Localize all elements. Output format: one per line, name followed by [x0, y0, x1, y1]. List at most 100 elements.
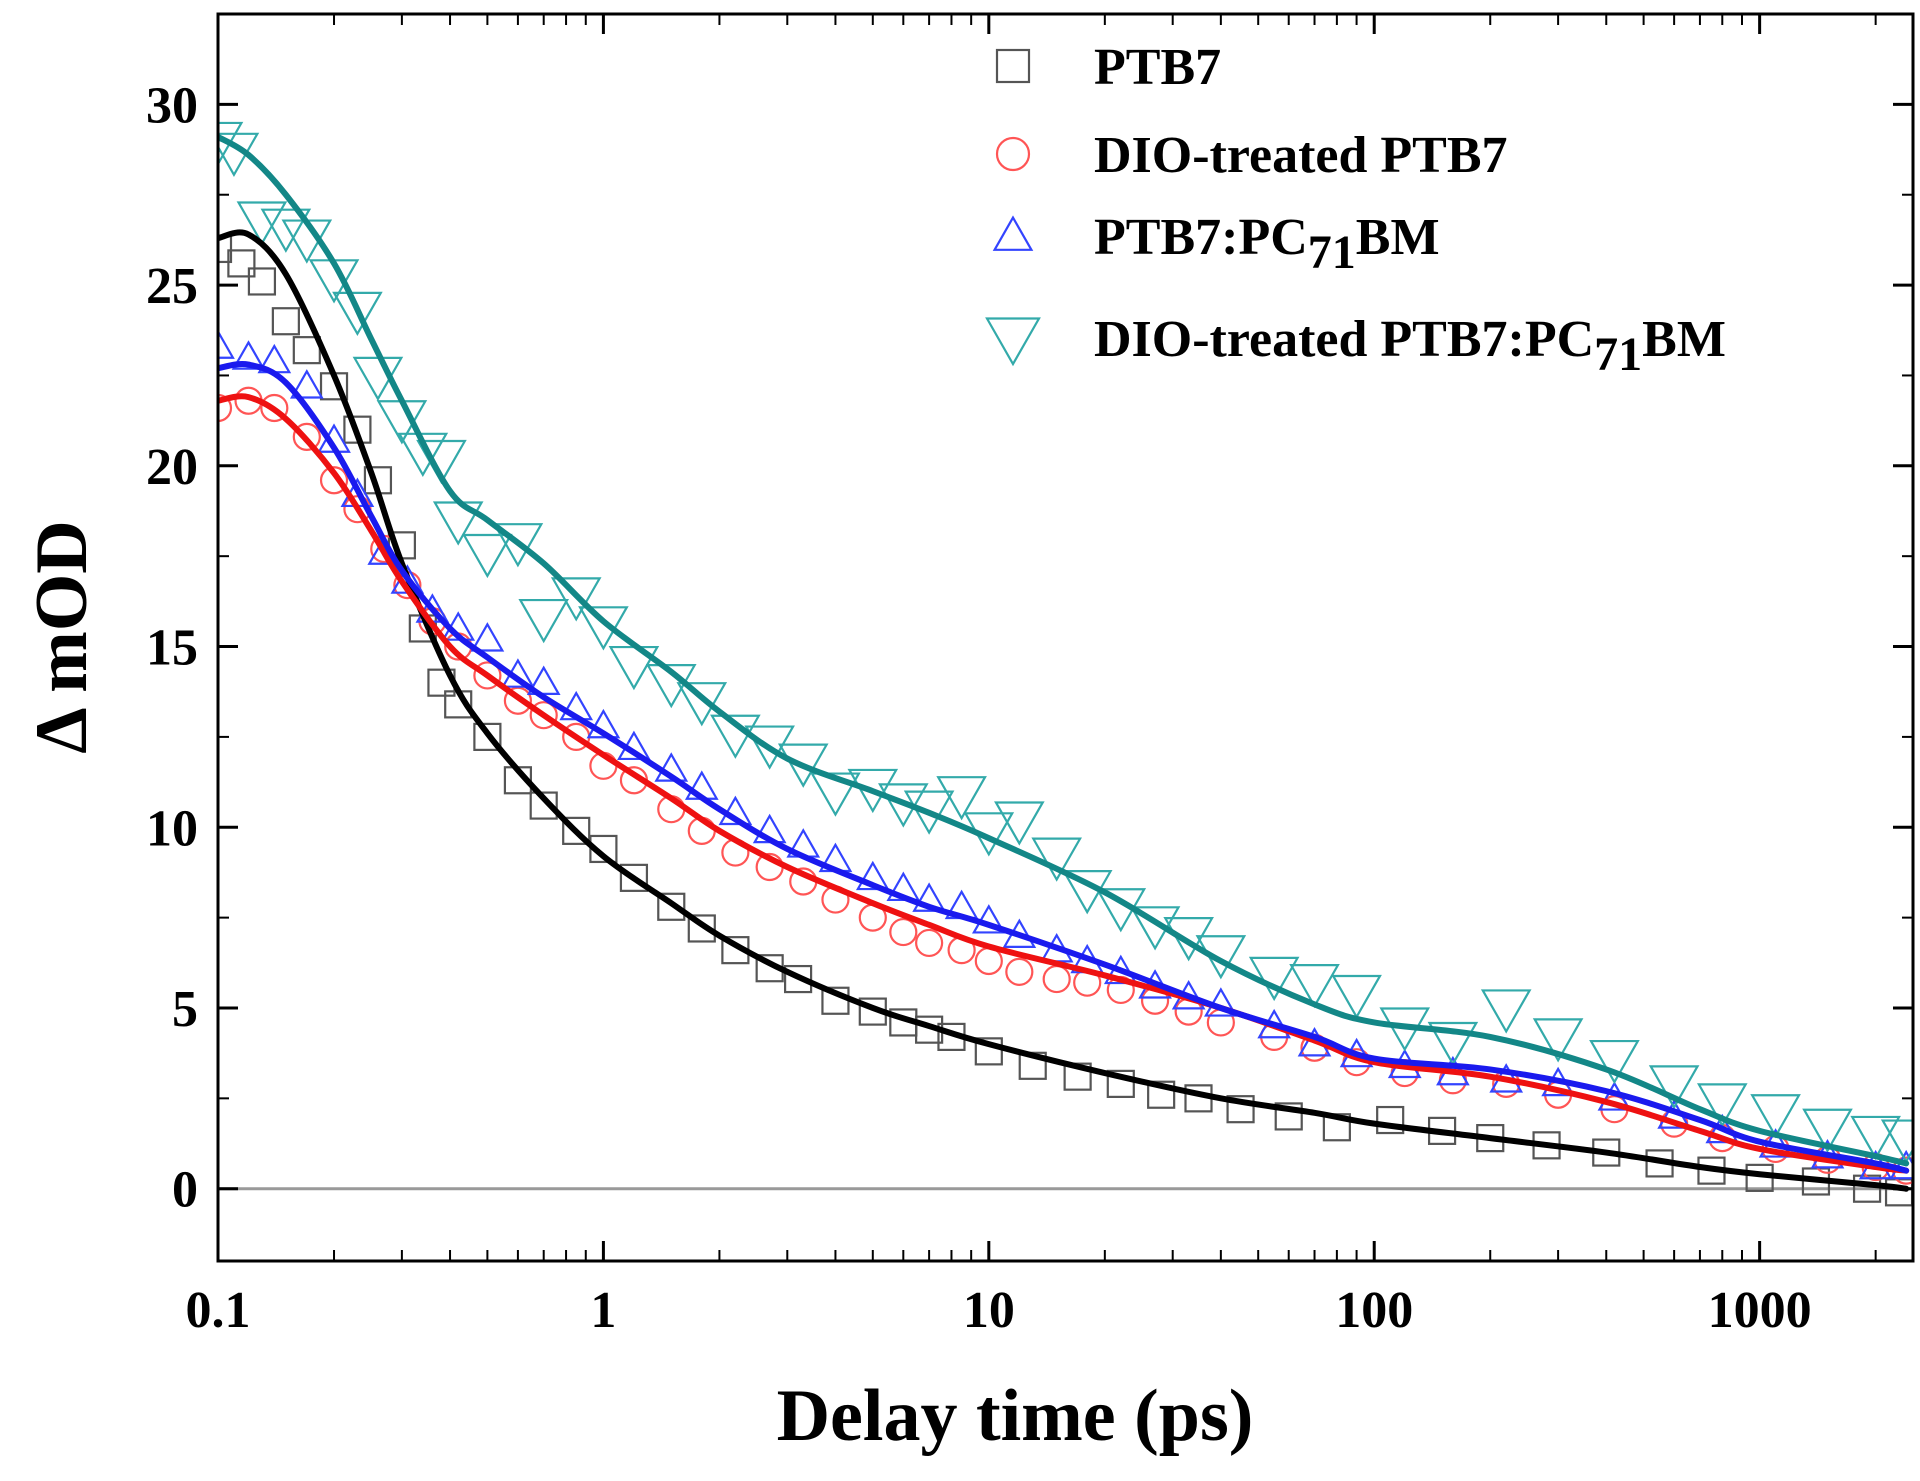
y-tick-label: 25 — [146, 258, 198, 315]
data-point-1 — [562, 816, 591, 845]
data-point-4 — [645, 664, 697, 709]
legend-marker-1 — [995, 48, 1031, 84]
y-tick-label: 0 — [172, 1162, 198, 1219]
data-point-1 — [657, 892, 686, 921]
data-point-1 — [529, 791, 558, 820]
data-point-4 — [397, 432, 449, 477]
data-point-1 — [227, 249, 256, 278]
data-point-4 — [1750, 1094, 1801, 1139]
x-tick-label: 100 — [1335, 1282, 1413, 1339]
data-point-4 — [903, 790, 955, 835]
y-tick-label: 15 — [146, 620, 198, 677]
y-tick-label: 20 — [146, 439, 198, 496]
fit-line-1 — [218, 229, 1910, 1192]
x-tick-label: 10 — [963, 1282, 1015, 1339]
data-point-4 — [810, 772, 861, 817]
data-point-2 — [473, 661, 502, 690]
data-point-4 — [1031, 837, 1082, 882]
legend-label-3: PTB7:PC71BM — [1094, 209, 1440, 279]
data-point-3 — [855, 860, 890, 891]
axis-ticks — [216, 14, 1913, 1261]
data-point-1 — [247, 267, 277, 296]
data-point-1 — [974, 1037, 1003, 1066]
fit-line-2 — [218, 393, 1910, 1174]
data-point-4 — [1480, 989, 1532, 1034]
data-point-4 — [1532, 1018, 1584, 1063]
plot-frame — [216, 12, 1915, 1263]
data-point-1 — [1226, 1095, 1255, 1124]
data-point-4 — [1589, 1039, 1640, 1085]
data-point-4 — [1331, 974, 1382, 1020]
x-tick-label: 0.1 — [186, 1282, 251, 1339]
data-point-4 — [236, 201, 288, 246]
data-point-4 — [518, 598, 570, 644]
data-point-1 — [1106, 1069, 1135, 1098]
data-point-4 — [1248, 956, 1300, 1002]
data-point-4 — [1696, 1083, 1748, 1128]
data-point-4 — [332, 291, 383, 337]
data-point-2 — [529, 701, 558, 730]
data-point-4 — [1880, 1119, 1913, 1164]
data-point-1 — [271, 307, 300, 336]
data-point-4 — [260, 208, 312, 253]
data-point-3 — [289, 369, 324, 399]
fit-curves — [218, 133, 1910, 1192]
data-point-4 — [1648, 1065, 1700, 1110]
data-point-4 — [994, 801, 1045, 846]
data-point-2 — [260, 393, 289, 423]
data-point-4 — [462, 533, 513, 579]
data-point-1 — [1274, 1102, 1303, 1131]
legend-label-1: PTB7 — [1094, 39, 1221, 96]
data-point-2 — [889, 917, 918, 947]
legend-label-tail: BM — [1642, 311, 1726, 368]
legend-marker-2 — [995, 136, 1031, 172]
data-point-4 — [936, 776, 987, 821]
legend-label-tail: BM — [1356, 209, 1440, 266]
x-axis-title: Delay time (ps) — [777, 1375, 1254, 1457]
data-point-3 — [1889, 1149, 1913, 1180]
data-point-1 — [783, 964, 813, 994]
data-point-2 — [292, 422, 321, 451]
legend-label-main: DIO-treated PTB7 — [1094, 127, 1508, 184]
fit-line-3 — [218, 361, 1910, 1174]
data-point-4 — [550, 577, 602, 622]
data-point-1 — [218, 234, 233, 264]
legend-label-main: DIO-treated PTB7:PC — [1094, 311, 1594, 368]
data-point-3 — [718, 795, 753, 826]
data-point-4 — [777, 743, 829, 788]
data-point-3 — [654, 752, 689, 782]
y-tick-label: 10 — [146, 800, 198, 857]
data-point-4 — [1850, 1115, 1901, 1161]
data-point-1 — [1376, 1105, 1405, 1135]
data-point-2 — [319, 466, 349, 495]
data-point-1 — [1147, 1080, 1176, 1109]
data-point-3 — [912, 882, 946, 912]
x-tick-labels: 0.1 1 10 100 1000 — [186, 1282, 1812, 1339]
y-tick-label: 30 — [146, 77, 198, 134]
legend-label-main: PTB7 — [1094, 39, 1221, 96]
legend-marker-3 — [992, 215, 1034, 251]
y-tick-labels: 0 5 10 15 20 25 30 — [146, 77, 198, 1218]
legend-label-subscript: 71 — [1594, 328, 1642, 381]
x-tick-label: 1 — [590, 1282, 616, 1339]
data-point-2 — [218, 393, 233, 423]
legend-label-main: PTB7:PC — [1094, 209, 1308, 266]
x-tick-label: 1000 — [1708, 1282, 1812, 1339]
legend-label-4: DIO-treated PTB7:PC71BM — [1094, 311, 1726, 381]
legend-label-subscript: 71 — [1308, 226, 1356, 279]
data-point-2 — [1005, 957, 1034, 986]
y-axis-title: Δ mOD — [21, 520, 103, 753]
y-tick-label: 5 — [172, 981, 198, 1038]
data-point-3 — [470, 622, 505, 652]
legend-label-2: DIO-treated PTB7 — [1094, 127, 1508, 184]
data-point-1 — [473, 722, 502, 751]
data-point-2 — [915, 928, 944, 958]
legend-marker-4 — [985, 317, 1041, 367]
data-point-4 — [1802, 1108, 1853, 1153]
data-point-4 — [1427, 1021, 1479, 1067]
data-point-3 — [586, 708, 621, 739]
data-point-1 — [619, 863, 649, 892]
